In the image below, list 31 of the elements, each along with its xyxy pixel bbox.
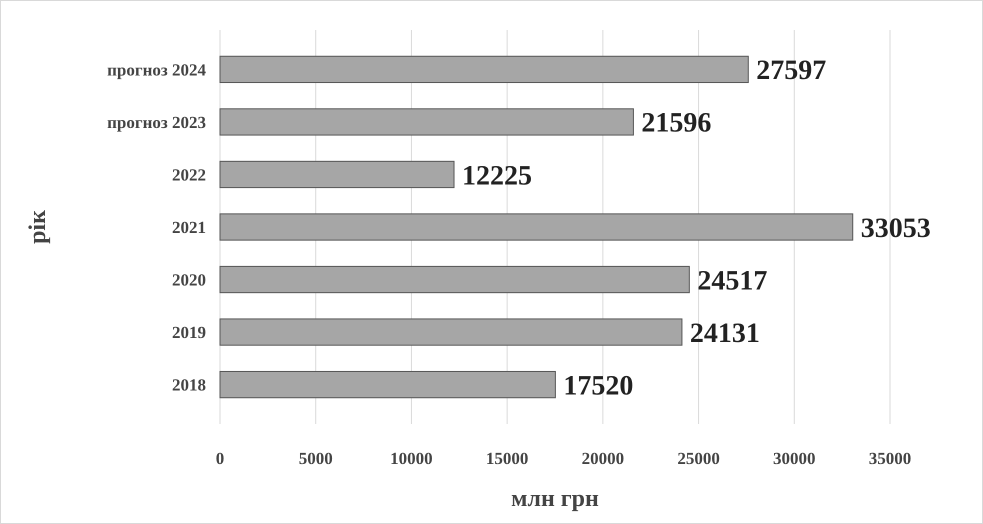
y-tick-label: прогноз 2024	[107, 60, 206, 80]
bar	[220, 108, 634, 136]
data-label: 12225	[462, 160, 532, 192]
bar	[220, 213, 854, 241]
y-axis-title: рік	[25, 210, 51, 244]
data-label: 17520	[563, 370, 634, 402]
y-tick-label: 2020	[172, 270, 206, 290]
data-label: 27597	[756, 55, 826, 86]
y-tick-label: 2019	[172, 323, 206, 342]
data-label: 24517	[697, 265, 768, 296]
bar	[220, 56, 749, 84]
y-tick-label: 2018	[172, 376, 206, 395]
y-tick-label: 2022	[172, 165, 206, 184]
y-tick-label: 2021	[172, 218, 206, 237]
bar	[220, 370, 556, 398]
x-tick-label: 30000	[773, 449, 816, 468]
data-label: 33053	[860, 212, 931, 244]
data-label: 24131	[690, 318, 760, 349]
bar	[220, 318, 682, 346]
x-tick-label: 10000	[390, 449, 433, 468]
x-tick-label: 5000	[298, 449, 333, 468]
x-tick-label: 20000	[582, 449, 624, 468]
x-tick-label: 0	[216, 449, 224, 468]
x-axis-title: млн грн	[511, 486, 600, 512]
y-tick-label: прогноз 2023	[107, 112, 206, 132]
x-tick-label: 15000	[486, 449, 528, 468]
data-label: 21596	[641, 108, 712, 139]
bar	[220, 266, 690, 294]
x-tick-label: 25000	[677, 449, 720, 468]
x-tick-label: 35000	[868, 449, 912, 468]
bar	[220, 160, 455, 188]
